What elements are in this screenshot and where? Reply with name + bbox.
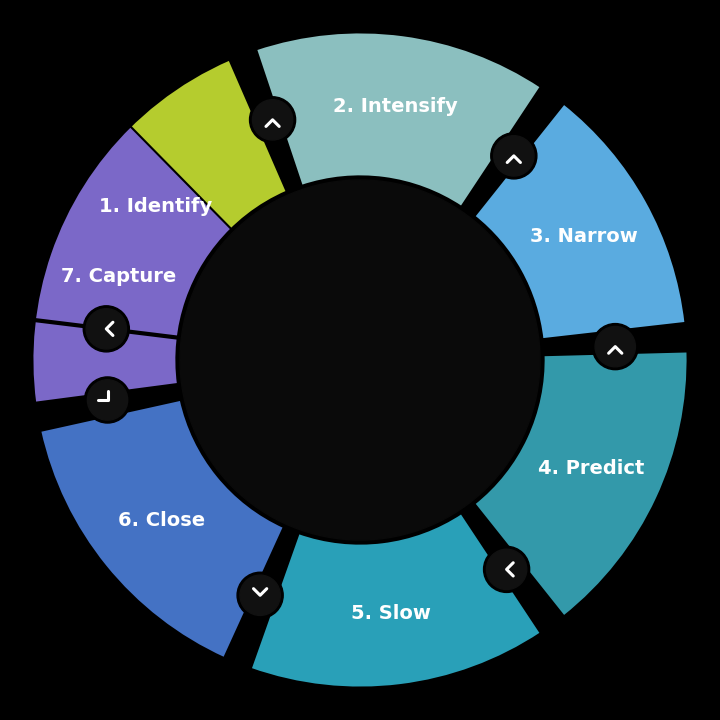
Wedge shape	[32, 126, 231, 402]
Wedge shape	[474, 351, 688, 616]
Circle shape	[84, 306, 130, 352]
Wedge shape	[251, 513, 541, 688]
Text: 2. Intensify: 2. Intensify	[333, 97, 458, 117]
Wedge shape	[474, 104, 685, 339]
Circle shape	[86, 309, 127, 349]
Circle shape	[491, 132, 537, 179]
Text: 4. Predict: 4. Predict	[539, 459, 645, 477]
Circle shape	[253, 99, 293, 140]
Circle shape	[484, 546, 530, 593]
Text: 6. Close: 6. Close	[118, 511, 205, 531]
Circle shape	[180, 180, 540, 540]
Circle shape	[240, 575, 280, 616]
Text: 1. Identify: 1. Identify	[99, 197, 212, 216]
Circle shape	[487, 549, 527, 590]
Text: 7. Capture: 7. Capture	[60, 267, 176, 287]
Text: 3. Narrow: 3. Narrow	[530, 227, 637, 246]
Circle shape	[250, 96, 296, 143]
Circle shape	[237, 572, 283, 618]
Wedge shape	[36, 60, 287, 333]
Circle shape	[593, 323, 639, 369]
Circle shape	[595, 326, 636, 366]
Text: 5. Slow: 5. Slow	[351, 604, 431, 624]
Wedge shape	[256, 32, 541, 207]
Circle shape	[494, 135, 534, 176]
Wedge shape	[40, 400, 284, 658]
Circle shape	[84, 377, 130, 423]
Circle shape	[87, 380, 127, 420]
